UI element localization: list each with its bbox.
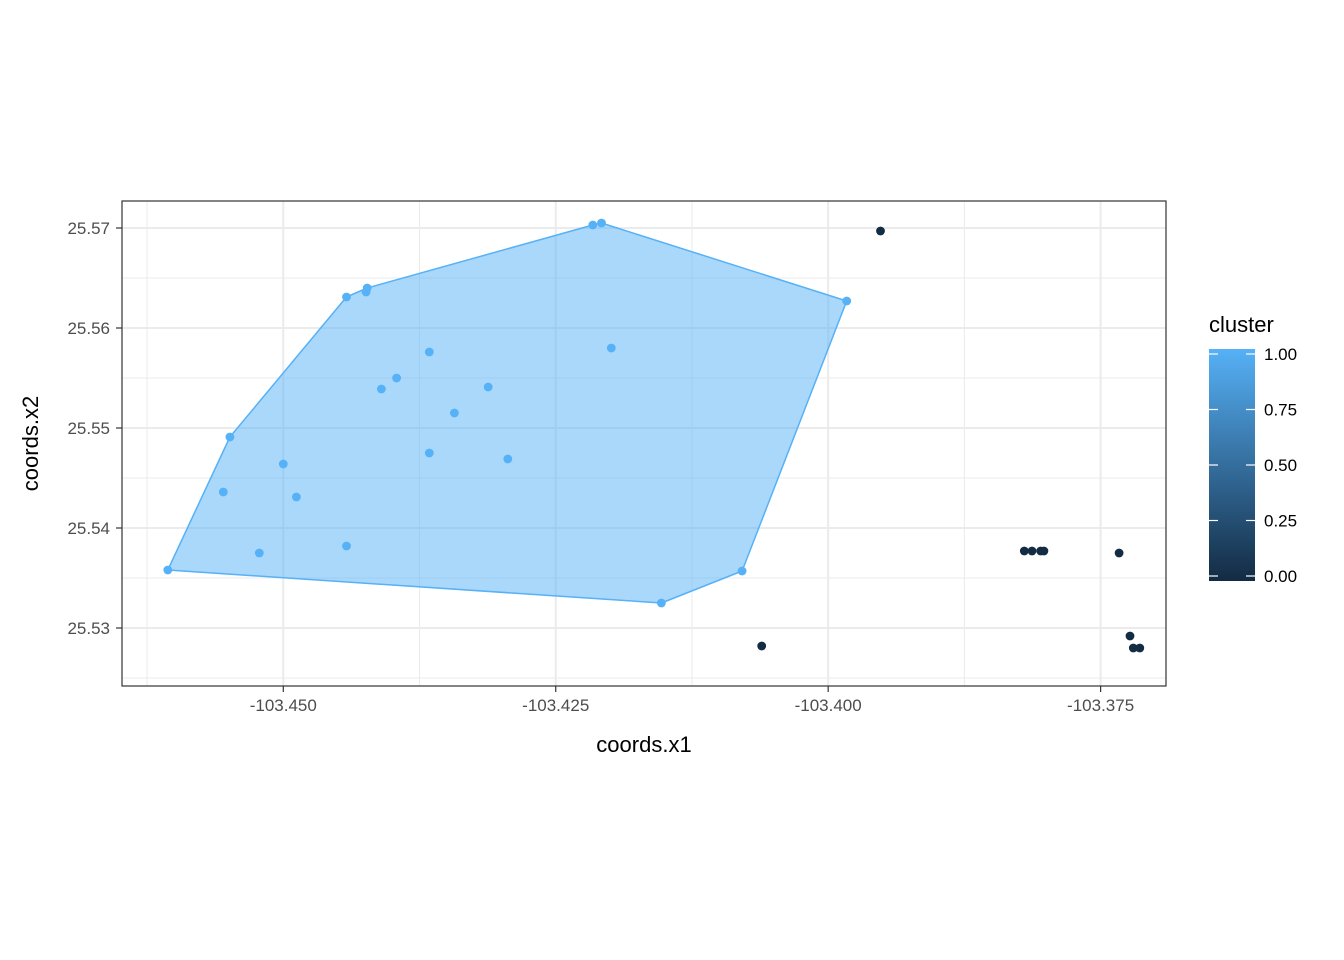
data-point-cluster-0 <box>1135 643 1145 653</box>
data-point-cluster-1 <box>254 548 264 558</box>
legend-tick-label: 1.00 <box>1264 345 1297 364</box>
data-point-cluster-1 <box>657 598 666 608</box>
y-tick-label: 25.57 <box>67 219 110 238</box>
x-axis-title: coords.x1 <box>596 732 691 757</box>
data-point-cluster-1 <box>225 432 235 442</box>
y-axis-title: coords.x2 <box>18 396 43 491</box>
y-axis-ticks: 25.53 25.54 25.55 25.56 25.57 <box>67 219 122 638</box>
legend-ticks: 0.00 0.25 0.50 0.75 1.00 <box>1209 345 1297 586</box>
data-point-cluster-0 <box>1128 643 1138 653</box>
legend-tick-label: 0.00 <box>1264 567 1297 586</box>
data-point-cluster-1 <box>588 220 598 230</box>
data-point-cluster-0 <box>1114 548 1124 558</box>
data-point-cluster-1 <box>737 566 747 576</box>
data-point-cluster-1 <box>503 454 513 464</box>
color-legend: cluster 0.00 0.25 0.50 0.75 1.00 <box>1209 312 1297 586</box>
y-tick-label: 25.56 <box>67 319 110 338</box>
x-tick-label: -103.450 <box>250 696 317 715</box>
data-points <box>163 218 1145 653</box>
data-point-cluster-1 <box>342 541 351 551</box>
data-point-cluster-1 <box>218 487 228 497</box>
legend-title: cluster <box>1209 312 1274 337</box>
data-point-cluster-1 <box>163 565 173 575</box>
x-tick-label: -103.400 <box>795 696 862 715</box>
data-point-cluster-1 <box>392 373 401 383</box>
data-point-cluster-1 <box>424 347 434 357</box>
data-point-cluster-1 <box>278 459 288 469</box>
legend-tick-label: 0.50 <box>1264 456 1297 475</box>
y-tick-label: 25.55 <box>67 419 110 438</box>
data-point-cluster-1 <box>483 382 493 392</box>
data-point-cluster-1 <box>377 384 386 394</box>
data-point-cluster-1 <box>842 296 852 306</box>
data-point-cluster-1 <box>424 448 434 458</box>
data-point-cluster-1 <box>342 292 351 302</box>
data-point-cluster-1 <box>597 218 606 228</box>
data-point-cluster-1 <box>292 492 301 502</box>
legend-tick-label: 0.25 <box>1264 512 1297 531</box>
x-tick-label: -103.425 <box>522 696 589 715</box>
cluster-hulls <box>167 222 848 604</box>
data-point-cluster-1 <box>362 283 372 293</box>
data-point-cluster-0 <box>876 226 885 236</box>
legend-tick-label: 0.75 <box>1264 401 1297 420</box>
data-point-cluster-1 <box>606 343 616 353</box>
data-point-cluster-0 <box>1039 546 1049 556</box>
y-tick-label: 25.54 <box>67 519 110 538</box>
data-point-cluster-0 <box>1019 546 1029 556</box>
plot-panel-border <box>121 200 1167 687</box>
y-tick-label: 25.53 <box>67 619 110 638</box>
x-axis-ticks: -103.450 -103.425 -103.400 -103.375 <box>250 686 1134 715</box>
data-point-cluster-1 <box>450 408 459 418</box>
cluster-hull-1 <box>167 222 848 604</box>
data-point-cluster-0 <box>1027 546 1037 556</box>
x-tick-label: -103.375 <box>1067 696 1134 715</box>
data-point-cluster-0 <box>757 641 767 651</box>
data-point-cluster-0 <box>1125 631 1135 641</box>
